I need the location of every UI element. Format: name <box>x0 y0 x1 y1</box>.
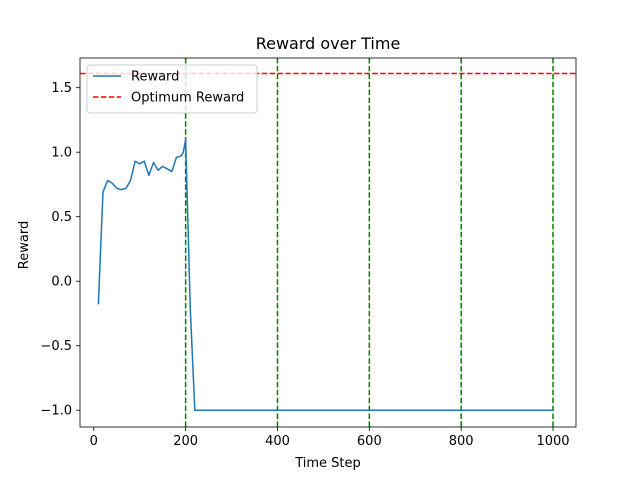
y-tick-label-5: 1.5 <box>51 81 72 96</box>
y-axis-label: Reward <box>17 221 32 269</box>
x-tick-label-600: 600 <box>357 434 382 449</box>
legend-label-1: Optimum Reward <box>131 91 244 106</box>
y-tick-label-3: 0.5 <box>51 210 72 225</box>
x-axis: 0 200 400 600 800 1000 <box>90 427 570 449</box>
y-tick-label-0: −1.0 <box>40 404 72 419</box>
plot-area <box>79 57 577 428</box>
x-tick-label-800: 800 <box>449 434 474 449</box>
chart-title: Reward over Time <box>256 34 401 53</box>
x-tick-label-1000: 1000 <box>536 434 569 449</box>
x-axis-label: Time Step <box>294 456 361 471</box>
x-tick-label-0: 0 <box>90 434 98 449</box>
x-tick-label-200: 200 <box>173 434 198 449</box>
y-tick-label-4: 1.0 <box>51 146 72 161</box>
plot-frame <box>79 57 577 428</box>
y-axis: −1.0 −0.5 0.0 0.5 1.0 1.5 <box>40 81 80 419</box>
reward-series-line <box>97 138 554 411</box>
legend-label-0: Reward <box>131 70 179 85</box>
legend-box <box>86 64 258 114</box>
y-tick-label-1: −0.5 <box>40 339 72 354</box>
x-tick-label-400: 400 <box>265 434 290 449</box>
legend: Reward Optimum Reward <box>86 64 258 114</box>
y-tick-label-2: 0.0 <box>51 275 72 290</box>
